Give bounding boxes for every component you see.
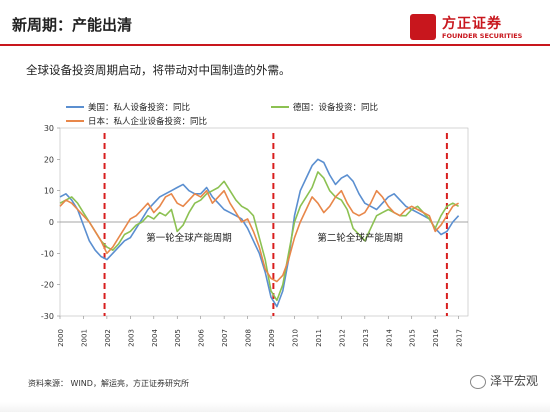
x-tick-label: 2012 <box>338 329 346 347</box>
series-line-us <box>59 158 460 308</box>
y-tick-label: 30 <box>44 124 54 133</box>
y-tick-label: -10 <box>41 249 54 258</box>
series-line-jp <box>59 189 459 283</box>
watermark: 泽平宏观 <box>469 372 538 389</box>
y-tick-label: -20 <box>41 281 54 290</box>
slide-subtitle: 全球设备投资周期启动，将带动对中国制造的外需。 <box>26 63 291 77</box>
x-tick-label: 2011 <box>315 329 323 347</box>
y-tick-label: 10 <box>44 187 54 196</box>
footer-band <box>0 402 550 412</box>
x-tick-label: 2008 <box>245 329 253 347</box>
logo-mark-icon <box>410 14 436 40</box>
source-note: 资料来源： WIND，解运亮，方正证券研究所 <box>28 379 189 388</box>
x-tick-label: 2010 <box>291 329 299 347</box>
x-tick-label: 2003 <box>127 329 135 347</box>
x-tick-label: 2016 <box>432 329 440 347</box>
x-tick-label: 2005 <box>174 329 182 347</box>
x-tick-label: 2004 <box>151 329 159 347</box>
x-tick-label: 2009 <box>268 329 276 347</box>
x-tick-label: 2007 <box>221 329 229 347</box>
logo-subtext: FOUNDER SECURITIES <box>442 32 523 40</box>
watermark-text: 泽平宏观 <box>489 374 538 388</box>
page-title: 新周期：产能出清 <box>12 16 133 34</box>
header-divider <box>0 44 550 46</box>
x-tick-label: 2001 <box>80 329 88 347</box>
y-tick-label: -30 <box>41 312 54 321</box>
legend-label-us: 美国：私人设备投资：同比 <box>88 102 190 113</box>
x-tick-label: 2002 <box>104 329 112 347</box>
legend-label-de: 德国：设备投资：同比 <box>293 102 378 113</box>
logo-text: 方正证券 <box>442 16 502 32</box>
cycle-annotation: 第一轮全球产能周期 <box>146 232 232 244</box>
y-tick-label: 20 <box>44 155 54 164</box>
x-tick-label: 2000 <box>57 329 65 347</box>
cycle-annotation: 第二轮全球产能周期 <box>317 232 403 244</box>
x-tick-label: 2006 <box>198 329 206 347</box>
x-tick-label: 2014 <box>385 329 393 347</box>
x-tick-label: 2017 <box>456 329 464 347</box>
y-tick-label: 0 <box>49 218 54 227</box>
wechat-icon <box>469 374 486 389</box>
brand-logo: 方正证券 FOUNDER SECURITIES <box>410 12 540 46</box>
x-tick-label: 2013 <box>362 329 370 347</box>
legend-label-jp: 日本：私人企业设备投资：同比 <box>88 116 207 127</box>
x-tick-label: 2015 <box>409 329 417 347</box>
